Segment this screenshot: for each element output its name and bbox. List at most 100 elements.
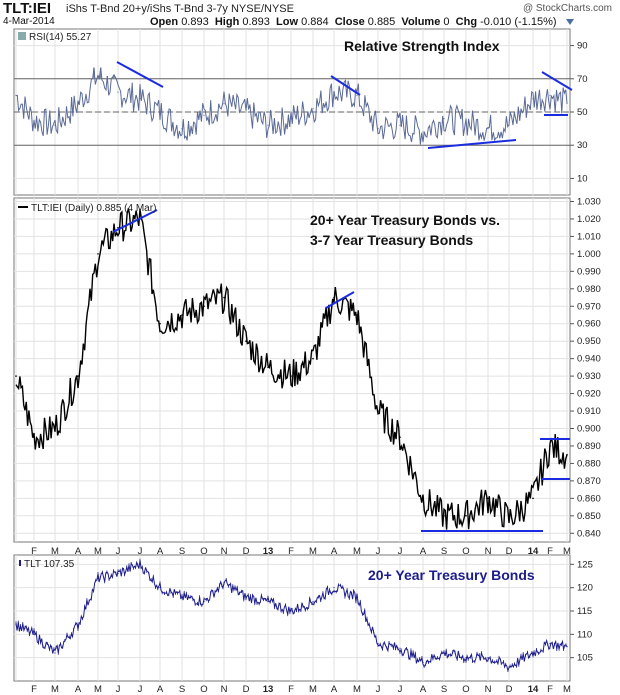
ratio-point [399,436,401,439]
x-axis-month-label: J [376,546,381,557]
x-axis-month-label: F [31,546,37,557]
rsi-legend: RSI(14) 55.27 [29,32,92,43]
ratio-ytick-label: 0.970 [577,301,601,312]
tlt-ytick-label: 110 [577,629,592,640]
tlt-point [139,563,141,565]
chart-date: 4-Mar-2014 [3,16,55,27]
tlt-point [312,601,314,603]
x-axis-month-label: F [288,684,294,695]
x-axis-month-label: A [420,546,427,557]
x-axis-month-label: N [485,684,492,695]
x-axis-month-label: A [157,684,164,695]
x-axis-month-label: J [398,684,403,695]
x-axis-month-label: M [51,546,59,557]
x-axis-month-label: D [506,546,513,557]
ratio-trendline-annotation [112,209,158,233]
ratio-point [532,497,534,500]
x-axis-month-label: S [441,546,447,557]
tlt-point [245,596,247,598]
volume-label: Volume [401,16,441,28]
x-axis-month-label: A [331,684,338,695]
tlt-point [422,661,424,663]
tlt-point [549,643,551,645]
x-axis-month-label: F [288,546,294,557]
ohlc-readout: Open 0.893 High 0.893 Low 0.884 Close 0.… [150,16,557,28]
x-axis-month-label: M [563,684,571,695]
rsi-trendline-annotation [427,139,517,149]
tlt-legend: TLT 107.35 [24,559,75,570]
x-axis-month-label: O [200,684,207,695]
rsi-point [97,74,99,77]
rsi-panel-title: Relative Strength Index [344,38,500,54]
x-axis-month-label: O [200,546,207,557]
tlt-plot-frame [13,554,571,682]
tlt-point [465,657,467,659]
x-axis-month-label: M [563,546,571,557]
x-axis-month-label: M [353,546,361,557]
ratio-ytick-label: 0.920 [577,389,601,400]
rsi-point [443,118,445,120]
x-axis-month-label: J [138,546,143,557]
ratio-point [377,410,379,412]
ratio-point [54,427,56,430]
rsi-point [181,128,183,130]
volume-value: 0 [443,16,450,28]
x-axis-month-label: O [462,684,469,695]
x-axis-month-label: A [157,546,164,557]
ratio-panel: 0.840 0.850 0.860 0.870 0.880 0.890 0.900 0.910… [13,196,601,543]
x-axis-month-label: M [51,684,59,695]
rsi-point [377,128,379,130]
rsi-point [203,114,205,116]
x-axis-month-label: D [243,546,250,557]
ratio-ytick-label: 0.860 [577,493,601,504]
tlt-point [267,601,269,603]
brand-watermark: @ StockCharts.com [522,3,612,14]
x-axis-month-label: J [376,684,381,695]
rsi-point [267,124,269,126]
rsi-trendline-annotation [116,61,164,88]
ratio-ytick-label: 0.940 [577,354,601,365]
symbol-title: TLT:IEI [3,0,52,17]
ratio-point [267,366,269,369]
ratio-ytick-label: 1.020 [577,214,601,225]
ratio-ytick-label: 0.980 [577,284,601,295]
rsi-trendline-annotation [330,75,361,96]
x-axis-month-label: N [221,546,228,557]
x-axis-month-label: J [116,684,121,695]
ratio-point [508,518,510,521]
tlt-point [399,647,401,649]
ratio-panel-title: 20+ Year Treasury Bonds vs. [310,212,500,228]
tlt-ytick-label: 105 [577,653,593,664]
rsi-point [356,94,358,96]
x-axis-month-label: F [547,684,553,695]
tlt-point [77,624,79,626]
ratio-point [422,497,424,500]
x-axis-month-label: 14 [528,546,539,557]
x-axis-month-label: S [179,546,185,557]
rsi-point [532,98,534,100]
ratio-point [290,375,292,377]
rsi-point [549,94,551,96]
rsi-point [422,131,424,133]
x-axis-month-label: D [243,684,250,695]
tlt-point [33,633,35,635]
rsi-point [399,124,401,126]
tlt-point [290,610,292,612]
dropdown-arrow-icon[interactable] [566,19,574,25]
tlt-point [333,587,335,589]
x-axis-month-label: A [75,684,82,695]
ratio-point [312,357,314,360]
rsi-point [139,98,141,100]
ratio-ytick-label: 0.900 [577,423,601,434]
x-axis-month-label: F [547,546,553,557]
ratio-plot-frame [13,197,571,543]
x-axis-month-label: O [462,546,469,557]
rsi-point [487,128,489,130]
rsi-point [159,111,161,113]
x-axis-month-label: F [31,684,37,695]
tlt-point [203,601,205,603]
tlt-point [97,577,99,579]
ratio-point [117,226,119,229]
ratio-ytick-label: 0.890 [577,441,601,452]
ratio-point [245,340,247,342]
